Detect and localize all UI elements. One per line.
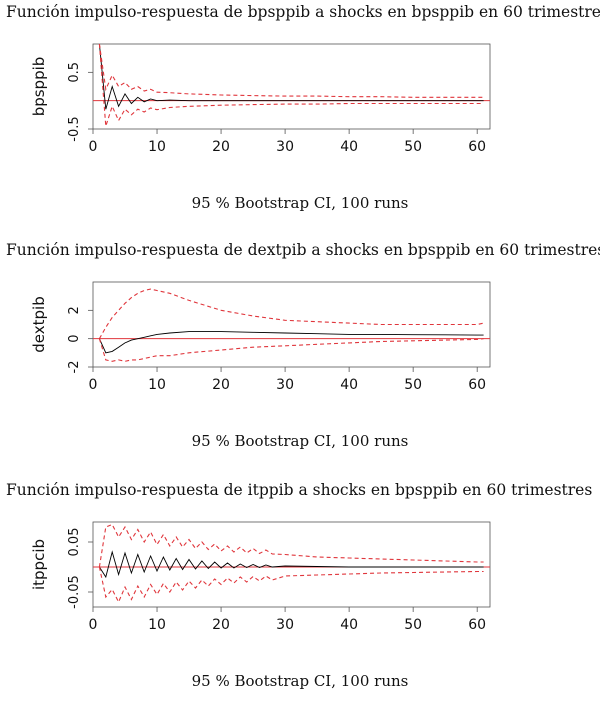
x-tick-label: 40 — [340, 377, 358, 393]
plot-frame — [92, 521, 491, 608]
plot-frame — [92, 43, 491, 130]
irf-panel-1: Función impulso-respuesta de bpsppib a s… — [0, 0, 600, 232]
y-axis-label: dextpib — [30, 296, 48, 352]
x-tick-label: 10 — [148, 377, 166, 393]
x-tick-label: 20 — [212, 617, 230, 633]
x-tick-label: 20 — [212, 377, 230, 393]
chart-title: Función impulso-respuesta de itppib a sh… — [6, 481, 593, 499]
y-axis-label: itppcib — [30, 539, 48, 590]
x-tick-label: 50 — [404, 617, 422, 633]
x-tick-label: 0 — [89, 139, 98, 155]
ci-lower-line — [98, 43, 484, 127]
y-tick-label: 0.5 — [67, 62, 82, 83]
irf-chart-2: 0 10 20 30 40 50 60 -2 0 2 dextpib — [30, 281, 491, 393]
chart-title: Función impulso-respuesta de dextpib a s… — [6, 241, 600, 259]
x-tick-label: 50 — [404, 139, 422, 155]
x-tick-label: 40 — [340, 617, 358, 633]
irf-chart-1: 0 10 20 30 40 50 60 -0.5 0.5 bpsppib — [30, 43, 491, 155]
x-tick-label: 0 — [89, 617, 98, 633]
x-tick-label: 10 — [148, 139, 166, 155]
y-tick-label: 2 — [67, 306, 82, 314]
ci-upper-line — [98, 288, 484, 339]
y-tick-label: 0.05 — [67, 528, 82, 557]
y-tick-label: -0.05 — [67, 575, 82, 609]
x-tick-label: 60 — [468, 617, 486, 633]
irf-line — [99, 550, 484, 579]
x-tick-label: 30 — [276, 139, 294, 155]
ci-lower-line — [98, 566, 484, 604]
irf-line — [98, 43, 484, 110]
ci-lower-line — [98, 338, 484, 362]
x-tick-label: 30 — [276, 377, 294, 393]
x-tick-label: 30 — [276, 617, 294, 633]
x-tick-label: 40 — [340, 139, 358, 155]
x-axis-label: 95 % Bootstrap CI, 100 runs — [191, 194, 409, 212]
chart-title: Función impulso-respuesta de bpsppib a s… — [6, 3, 600, 21]
x-tick-label: 60 — [468, 139, 486, 155]
x-axis-label: 95 % Bootstrap CI, 100 runs — [191, 432, 409, 450]
x-tick-label: 60 — [468, 377, 486, 393]
x-axis-label: 95 % Bootstrap CI, 100 runs — [191, 672, 409, 690]
x-tick-label: 50 — [404, 377, 422, 393]
y-tick-label: -2 — [67, 361, 82, 374]
ci-upper-line — [98, 43, 484, 98]
irf-panel-3: Función impulso-respuesta de itppib a sh… — [0, 478, 600, 710]
x-tick-label: 10 — [148, 617, 166, 633]
x-tick-label: 20 — [212, 139, 230, 155]
plot-frame — [92, 281, 491, 368]
irf-chart-3: 0 10 20 30 40 50 60 -0.05 0.05 itppcib — [30, 521, 491, 633]
x-tick-label: 0 — [89, 377, 98, 393]
y-tick-label: -0.5 — [67, 116, 82, 141]
irf-line — [98, 331, 484, 354]
y-axis-label: bpsppib — [30, 57, 48, 117]
irf-panel-2: Función impulso-respuesta de dextpib a s… — [0, 238, 600, 470]
ci-upper-line — [98, 523, 484, 568]
y-tick-label: 0 — [67, 335, 82, 343]
